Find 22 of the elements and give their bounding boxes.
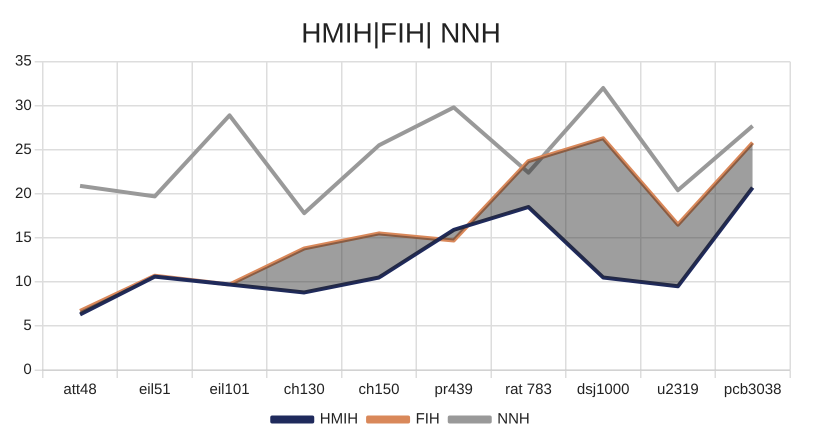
x-tick-label: u2319 — [657, 381, 699, 398]
legend-label: NNH — [497, 410, 530, 428]
x-tick-label: pcb3038 — [724, 381, 782, 398]
chart-title: HMIH|FIH| NNH — [301, 18, 501, 49]
x-tick-label: eil101 — [209, 381, 250, 398]
x-tick-label: dsj1000 — [576, 381, 630, 398]
legend-label: FIH — [416, 410, 440, 428]
y-tick-label: 35 — [14, 52, 32, 70]
x-tick-label: pr439 — [434, 381, 473, 398]
y-tick-label: 25 — [14, 140, 32, 158]
x-tick-label: att48 — [63, 381, 97, 398]
x-tick-label: ch130 — [284, 381, 325, 398]
y-tick-label: 30 — [14, 96, 32, 114]
x-tick-label: ch150 — [358, 381, 400, 398]
legend-label: HMIH — [320, 410, 358, 428]
y-tick-label: 0 — [23, 361, 32, 378]
y-tick-label: 20 — [14, 184, 32, 202]
y-tick-label: 10 — [14, 273, 32, 290]
y-tick-label: 15 — [14, 228, 32, 246]
y-tick-label: 5 — [23, 317, 32, 334]
x-tick-label: eil51 — [138, 381, 171, 398]
x-tick-label: rat 783 — [505, 381, 552, 398]
